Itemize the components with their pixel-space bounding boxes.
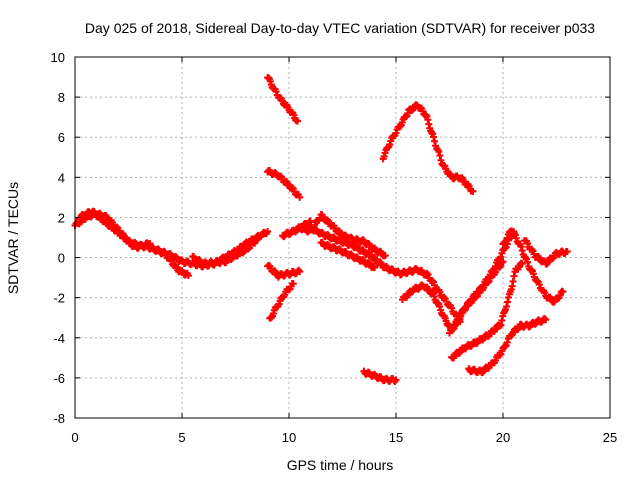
data-point	[489, 266, 497, 274]
data-point	[436, 151, 444, 159]
series-track-20	[520, 237, 571, 268]
data-point	[501, 343, 509, 351]
data-point	[541, 315, 549, 323]
x-tick-label: 20	[496, 430, 510, 445]
data-point	[456, 313, 464, 321]
series-track-13	[379, 101, 477, 195]
x-axis-label: GPS time / hours	[287, 457, 394, 473]
data-point	[541, 289, 549, 297]
data-point	[448, 304, 456, 312]
plot-frame	[74, 56, 611, 419]
y-tick-label: 4	[58, 170, 65, 185]
data-point	[424, 271, 432, 279]
data-point	[563, 248, 571, 256]
data-point	[392, 129, 400, 137]
series-track-19	[499, 227, 567, 306]
data-point	[559, 288, 567, 296]
data-point	[492, 262, 500, 270]
x-tick-label: 25	[603, 430, 617, 445]
y-tick-label: 0	[58, 251, 65, 266]
x-tick-label: 0	[71, 430, 78, 445]
series-track-7	[266, 280, 297, 322]
data-point	[288, 184, 296, 192]
data-point	[296, 268, 304, 276]
data-point	[524, 240, 532, 248]
x-tick-label: 5	[178, 430, 185, 445]
series-track-16	[446, 227, 518, 337]
data-point	[449, 325, 457, 333]
data-point	[469, 187, 477, 195]
y-tick-label: 8	[58, 90, 65, 105]
series-track-6	[264, 167, 304, 201]
data-point	[381, 252, 389, 260]
y-tick-label: -6	[53, 371, 65, 386]
y-tick-label: 6	[58, 130, 65, 145]
data-point	[501, 238, 509, 246]
y-tick-label: -2	[53, 291, 65, 306]
y-axis-label: SDTVAR / TECUs	[5, 182, 21, 294]
data-point	[518, 260, 526, 268]
data-point	[371, 264, 379, 272]
series-track-17	[448, 259, 526, 362]
series-track-2	[75, 207, 154, 252]
data-point	[496, 322, 504, 330]
data-point	[535, 280, 543, 288]
data-point	[264, 227, 272, 235]
series-track-4	[189, 236, 261, 269]
data-point	[289, 280, 297, 288]
data-point	[392, 376, 400, 384]
series-track-8	[264, 261, 304, 281]
data-point	[501, 244, 509, 252]
data-point	[359, 236, 367, 244]
data-point	[451, 321, 459, 329]
data-point	[435, 148, 443, 156]
y-tick-label: 10	[51, 50, 65, 65]
data-point	[437, 156, 445, 164]
data-point	[253, 236, 261, 244]
series-track-14	[360, 367, 400, 385]
data-point	[423, 269, 431, 277]
data-points	[71, 74, 571, 385]
y-tick-label: 2	[58, 210, 65, 225]
series-track-12	[317, 238, 379, 272]
data-point	[370, 262, 378, 270]
data-point	[440, 293, 448, 301]
data-point	[184, 272, 192, 280]
x-tick-label: 10	[282, 430, 296, 445]
series-track-18	[465, 315, 550, 377]
series-track-5	[264, 74, 302, 125]
y-axis-ticks: -8 -6 -4 -2 0 2 4 6 8 10	[51, 50, 610, 426]
data-point	[272, 88, 280, 96]
data-point	[497, 253, 505, 261]
data-point	[503, 338, 511, 346]
data-point	[431, 137, 439, 145]
data-point	[518, 247, 526, 255]
data-point	[428, 277, 436, 285]
series-track-11	[302, 222, 464, 326]
data-point	[227, 256, 235, 264]
x-axis-ticks: 0 5 10 15 20 25	[71, 57, 617, 445]
data-point	[503, 234, 511, 242]
y-tick-label: -4	[53, 331, 65, 346]
data-point	[542, 316, 550, 324]
data-point	[524, 258, 532, 266]
chart-title: Day 025 of 2018, Sidereal Day-to-day VTE…	[85, 20, 595, 36]
data-point	[480, 281, 488, 289]
data-point	[517, 243, 525, 251]
data-point	[359, 255, 367, 263]
data-point	[460, 306, 468, 314]
x-tick-label: 15	[389, 430, 403, 445]
data-point	[523, 255, 531, 263]
data-point	[296, 193, 304, 201]
data-point	[294, 117, 302, 125]
series-track-3	[146, 243, 192, 280]
grid-layer	[75, 57, 610, 418]
y-tick-label: -8	[53, 411, 65, 426]
